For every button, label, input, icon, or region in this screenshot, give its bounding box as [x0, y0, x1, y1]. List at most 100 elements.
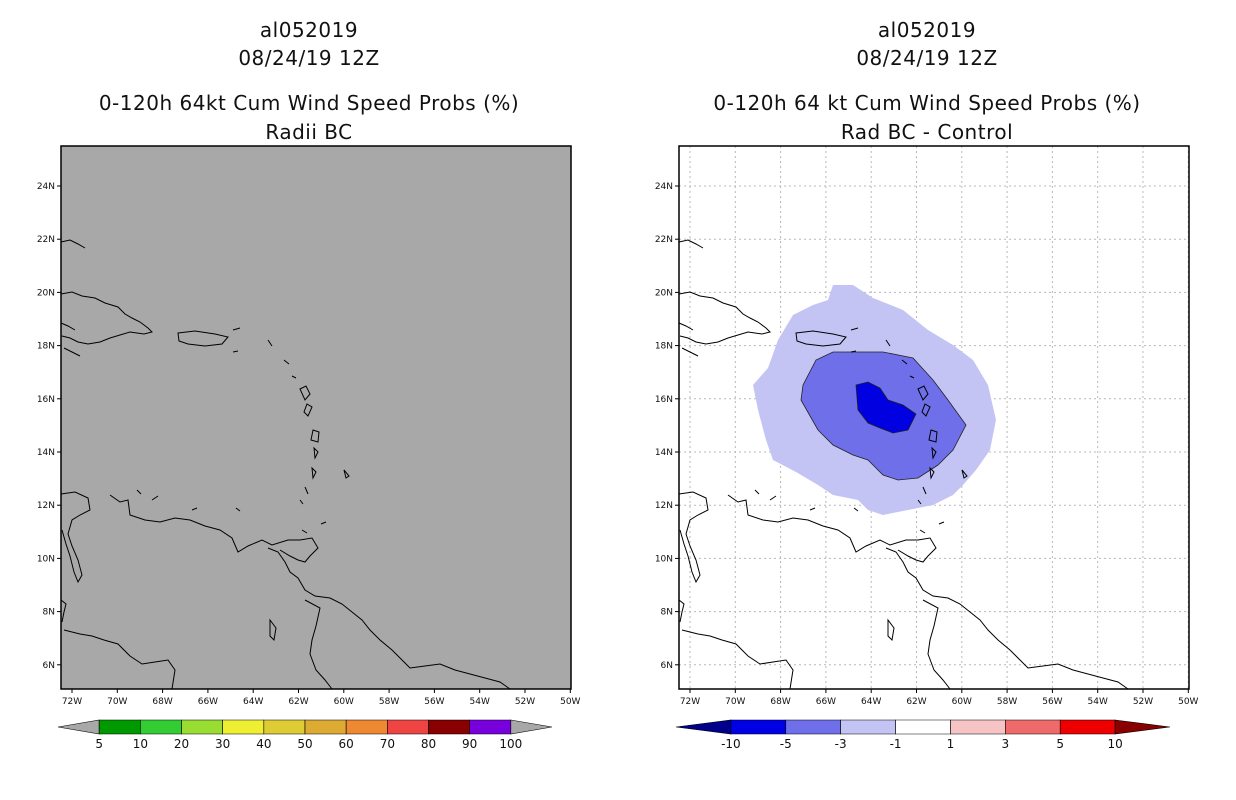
right-colorbar-label: 3: [1002, 737, 1010, 751]
left-lon-label: 58W: [379, 697, 399, 707]
right-coastlines: [678, 239, 1129, 690]
right-lon-label: 52W: [1133, 697, 1153, 707]
left-map-field: [61, 146, 571, 689]
right-lat-label: 16N: [655, 395, 673, 405]
right-title-storm-id: al052019: [877, 18, 977, 42]
left-lat-label: 16N: [37, 395, 55, 405]
left-lon-label: 60W: [334, 697, 354, 707]
right-lat-label: 8N: [661, 608, 673, 618]
left-colorbar-label: 50: [297, 737, 312, 751]
right-colorbar-label: 1: [947, 737, 955, 751]
right-colorbar-box: [950, 719, 1006, 735]
left-colorbar-label: 5: [95, 737, 103, 751]
left-lon-label: 56W: [424, 697, 444, 707]
right-lat-label: 24N: [655, 182, 673, 192]
left-title-subtitle: Radii BC: [265, 120, 353, 144]
right-lat-label: 18N: [655, 342, 673, 352]
right-title-subtitle: Rad BC - Control: [840, 120, 1014, 144]
left-lat-label: 12N: [37, 501, 55, 511]
right-lat-label: 10N: [655, 554, 673, 564]
left-lon-axis: 72W 70W 68W 66W 64W 62W 60W 58W 56W 54W 52W 50W: [62, 689, 581, 707]
left-lat-label: 20N: [37, 288, 55, 298]
left-colorbar-label: 100: [499, 737, 522, 751]
contour-edges: [800, 351, 967, 481]
left-panel: al052019 08/24/19 12Z 0-120h 64kt Cum Wi…: [37, 18, 581, 751]
left-colorbar-box: [510, 719, 553, 735]
left-colorbar-label: 10: [133, 737, 148, 751]
right-lon-label: 54W: [1088, 697, 1108, 707]
right-lon-label: 72W: [680, 697, 700, 707]
right-colorbar-box: [1005, 719, 1061, 735]
right-colorbar-box: [785, 719, 841, 735]
right-lat-label: 6N: [661, 661, 673, 671]
left-colorbar-box: [304, 719, 347, 735]
right-colorbar-label: 5: [1056, 737, 1064, 751]
left-colorbar-label: 20: [174, 737, 189, 751]
left-title-product: 0-120h 64kt Cum Wind Speed Probs (%): [98, 91, 520, 115]
right-colorbar-label: -1: [890, 737, 902, 751]
left-lon-label: 68W: [152, 697, 172, 707]
right-colorbar-box: [895, 719, 951, 735]
left-colorbar-label: 60: [339, 737, 354, 751]
left-colorbar-box: [387, 719, 429, 735]
left-lon-label: 52W: [515, 697, 535, 707]
right-colorbar-box: [675, 719, 732, 735]
left-colorbar-box: [263, 719, 306, 735]
left-lat-label: 10N: [37, 554, 55, 564]
contour-minus5-region: [856, 382, 916, 433]
right-title-product: 0-120h 64 kt Cum Wind Speed Probs (%): [713, 91, 1141, 115]
left-colorbar-box: [140, 719, 182, 735]
right-lat-axis: 24N 22N 20N 18N 16N 14N 12N 10N 8N 6N: [655, 182, 679, 671]
left-lat-label: 6N: [43, 661, 55, 671]
right-lon-label: 60W: [952, 697, 972, 707]
left-lon-label: 70W: [107, 697, 127, 707]
left-lat-label: 8N: [43, 608, 55, 618]
right-lat-label: 12N: [655, 501, 673, 511]
left-colorbar-label: 30: [215, 737, 230, 751]
right-colorbar-box: [1059, 719, 1116, 735]
right-panel: al052019 08/24/19 12Z 0-120h 64 kt Cum W…: [618, 0, 1236, 800]
left-colorbar-label: 70: [380, 737, 395, 751]
left-lon-label: 64W: [243, 697, 263, 707]
left-lon-label: 54W: [470, 697, 490, 707]
right-lon-label: 50W: [1178, 697, 1198, 707]
left-coastlines: [60, 239, 511, 690]
left-lat-label: 18N: [37, 342, 55, 352]
left-colorbar-box: [98, 719, 141, 735]
left-colorbar-box: [222, 719, 265, 735]
left-lat-label: 24N: [37, 182, 55, 192]
left-colorbar-label: 40: [256, 737, 271, 751]
left-lon-label: 72W: [62, 697, 82, 707]
left-colorbar: 5 10 20 30 40 50 60 70 80 90 100: [57, 719, 553, 751]
right-colorbar-label: -10: [721, 737, 741, 751]
right-map-frame: [678, 145, 1190, 690]
left-colorbar-label: 90: [462, 737, 477, 751]
right-map: 24N 22N 20N 18N 16N 14N 12N 10N 8N 6N 72W 70W 68W 66…: [655, 145, 1199, 707]
left-lon-label: 66W: [198, 697, 218, 707]
left-lat-label: 22N: [37, 235, 55, 245]
right-colorbar-label: -5: [780, 737, 792, 751]
left-map-frame: [60, 145, 572, 690]
left-colorbar-box: [181, 719, 223, 735]
left-colorbar-box: [57, 719, 100, 735]
right-lon-label: 56W: [1042, 697, 1062, 707]
right-lon-label: 62W: [906, 697, 926, 707]
left-title-storm-id: al052019: [259, 18, 359, 42]
right-lat-label: 22N: [655, 235, 673, 245]
left-lon-label: 62W: [288, 697, 308, 707]
right-lat-label: 14N: [655, 448, 673, 458]
right-lat-label: 20N: [655, 288, 673, 298]
right-lon-label: 70W: [725, 697, 745, 707]
right-lon-label: 58W: [997, 697, 1017, 707]
left-colorbar-box: [469, 719, 512, 735]
left-lat-axis: 24N 22N 20N 18N 16N 14N 12N 10N 8N 6N: [37, 182, 61, 671]
right-lon-label: 66W: [816, 697, 836, 707]
right-colorbar-box: [840, 719, 896, 735]
right-lon-label: 68W: [770, 697, 790, 707]
left-colorbar-box: [345, 719, 388, 735]
right-colorbar-label: -3: [835, 737, 847, 751]
right-colorbar-box: [730, 719, 787, 735]
right-lon-label: 64W: [861, 697, 881, 707]
left-lat-label: 14N: [37, 448, 55, 458]
right-title-date: 08/24/19 12Z: [856, 46, 998, 70]
